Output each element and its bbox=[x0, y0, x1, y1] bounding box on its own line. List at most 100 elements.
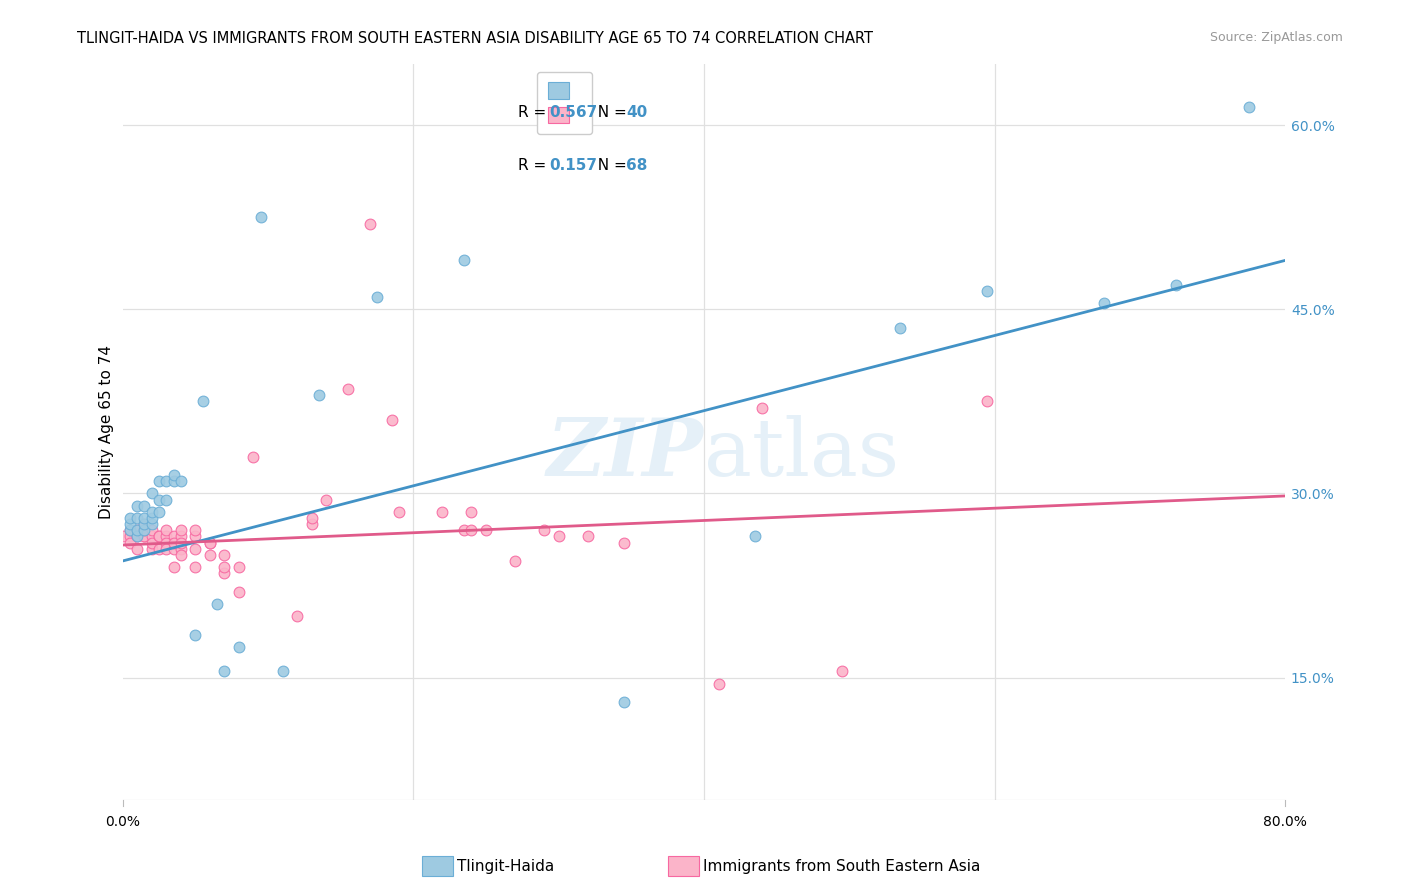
Point bbox=[170, 474, 193, 488]
Point bbox=[214, 560, 236, 574]
Point bbox=[118, 535, 141, 549]
Text: N =: N = bbox=[588, 104, 631, 120]
Point bbox=[228, 640, 250, 654]
Point bbox=[460, 505, 482, 519]
Text: 80.0%: 80.0% bbox=[1264, 815, 1308, 829]
Text: 0.0%: 0.0% bbox=[105, 815, 141, 829]
Point bbox=[162, 529, 184, 543]
Point bbox=[141, 541, 163, 556]
Point bbox=[170, 529, 193, 543]
Point bbox=[976, 394, 998, 409]
Text: R =: R = bbox=[517, 104, 551, 120]
Point bbox=[214, 548, 236, 562]
Point bbox=[148, 541, 170, 556]
Point bbox=[134, 523, 156, 537]
Point bbox=[1237, 100, 1260, 114]
Point bbox=[308, 388, 330, 402]
Point bbox=[271, 665, 294, 679]
Point bbox=[170, 548, 193, 562]
Point bbox=[976, 284, 998, 298]
Legend: , : , bbox=[537, 71, 592, 134]
Point bbox=[170, 541, 193, 556]
Point bbox=[141, 511, 163, 525]
Point bbox=[127, 499, 149, 513]
Point bbox=[155, 535, 177, 549]
Point bbox=[453, 523, 475, 537]
Y-axis label: Disability Age 65 to 74: Disability Age 65 to 74 bbox=[100, 345, 114, 519]
Point bbox=[134, 529, 156, 543]
Point bbox=[162, 535, 184, 549]
Point bbox=[198, 535, 221, 549]
Point bbox=[242, 450, 264, 464]
Point bbox=[118, 517, 141, 532]
Point bbox=[134, 517, 156, 532]
Point bbox=[184, 627, 207, 641]
Text: 0.567: 0.567 bbox=[550, 104, 598, 120]
Point bbox=[148, 492, 170, 507]
Point bbox=[134, 523, 156, 537]
Point bbox=[162, 541, 184, 556]
Point bbox=[613, 535, 636, 549]
Text: Source: ZipAtlas.com: Source: ZipAtlas.com bbox=[1209, 31, 1343, 45]
Point bbox=[432, 505, 454, 519]
Point bbox=[285, 609, 308, 624]
Point bbox=[301, 511, 323, 525]
Point bbox=[155, 523, 177, 537]
Point bbox=[127, 529, 149, 543]
Point bbox=[155, 474, 177, 488]
Point bbox=[1166, 277, 1188, 292]
Point bbox=[134, 511, 156, 525]
Point bbox=[380, 413, 402, 427]
Point bbox=[315, 492, 337, 507]
Point bbox=[503, 554, 526, 568]
Point bbox=[127, 523, 149, 537]
Point bbox=[170, 535, 193, 549]
Point bbox=[134, 499, 156, 513]
Point bbox=[127, 541, 149, 556]
Point bbox=[155, 492, 177, 507]
Point bbox=[228, 584, 250, 599]
Point bbox=[155, 529, 177, 543]
Point bbox=[184, 560, 207, 574]
Point bbox=[453, 253, 475, 268]
Point bbox=[613, 695, 636, 709]
Text: 0.157: 0.157 bbox=[550, 158, 598, 172]
Point bbox=[127, 523, 149, 537]
Point bbox=[141, 529, 163, 543]
Point bbox=[184, 541, 207, 556]
Point bbox=[301, 517, 323, 532]
Point bbox=[366, 290, 388, 304]
Point bbox=[889, 321, 911, 335]
Point bbox=[1092, 296, 1115, 310]
Point bbox=[228, 560, 250, 574]
Point bbox=[198, 548, 221, 562]
Point bbox=[214, 665, 236, 679]
Point bbox=[547, 529, 569, 543]
Point bbox=[148, 505, 170, 519]
Point bbox=[359, 217, 381, 231]
Point bbox=[184, 523, 207, 537]
Point bbox=[162, 474, 184, 488]
Text: TLINGIT-HAIDA VS IMMIGRANTS FROM SOUTH EASTERN ASIA DISABILITY AGE 65 TO 74 CORR: TLINGIT-HAIDA VS IMMIGRANTS FROM SOUTH E… bbox=[77, 31, 873, 46]
Point bbox=[111, 529, 134, 543]
Point bbox=[134, 529, 156, 543]
Point bbox=[162, 468, 184, 483]
Point bbox=[205, 597, 228, 611]
Point bbox=[162, 560, 184, 574]
Point bbox=[148, 529, 170, 543]
Point bbox=[744, 529, 766, 543]
Point bbox=[184, 529, 207, 543]
Text: ZIP: ZIP bbox=[547, 416, 704, 493]
Point bbox=[576, 529, 599, 543]
Point bbox=[127, 529, 149, 543]
Point bbox=[148, 474, 170, 488]
Point bbox=[460, 523, 482, 537]
Point bbox=[155, 541, 177, 556]
Text: Tlingit-Haida: Tlingit-Haida bbox=[457, 859, 554, 873]
Text: 68: 68 bbox=[626, 158, 648, 172]
Point bbox=[336, 382, 359, 396]
Point bbox=[388, 505, 411, 519]
Point bbox=[141, 523, 163, 537]
Point bbox=[118, 523, 141, 537]
Point bbox=[475, 523, 498, 537]
